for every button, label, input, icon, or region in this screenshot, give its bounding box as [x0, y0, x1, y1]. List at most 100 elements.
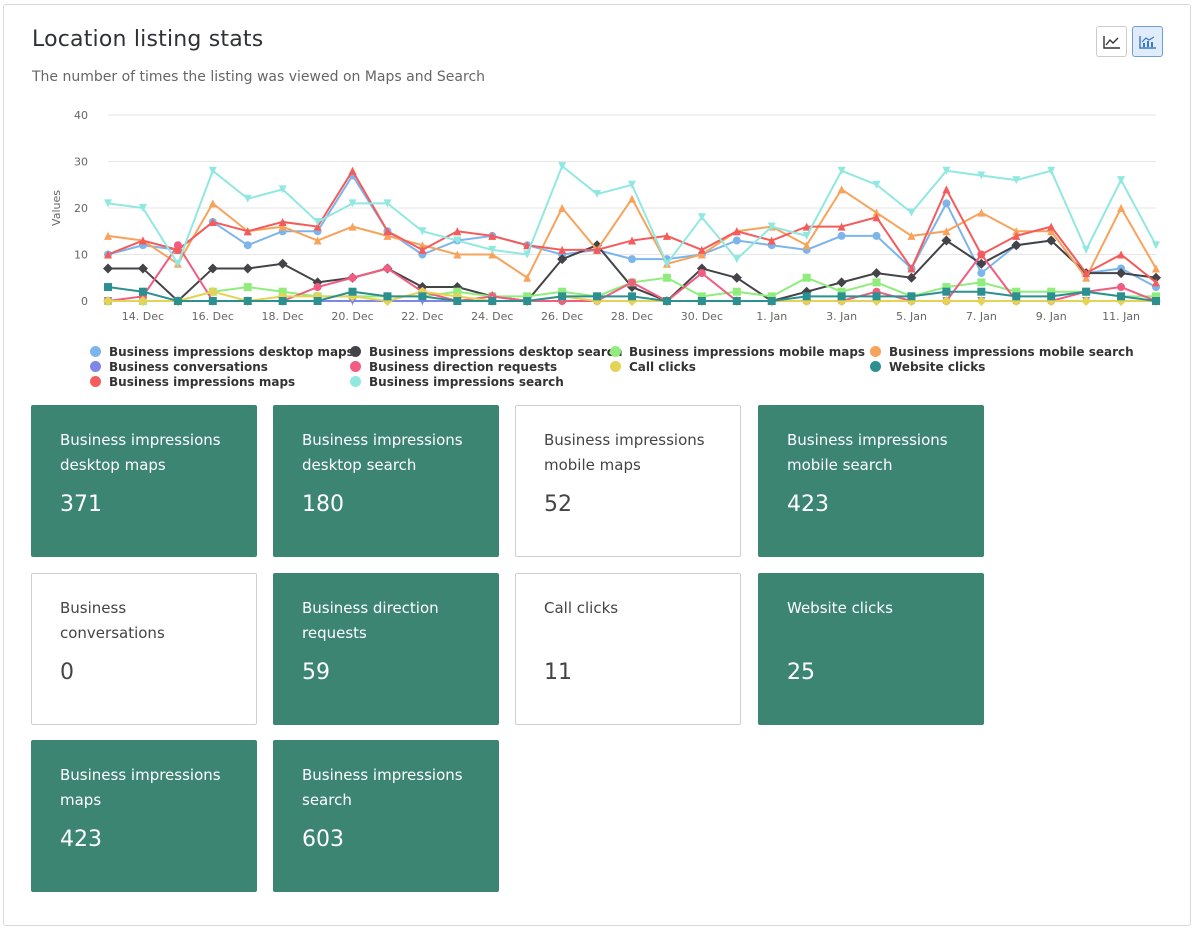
data-point[interactable]: [1047, 166, 1056, 175]
data-point[interactable]: [348, 273, 357, 282]
data-point[interactable]: [243, 283, 252, 292]
data-point[interactable]: [208, 217, 217, 226]
data-point[interactable]: [941, 235, 952, 246]
data-point[interactable]: [208, 166, 217, 175]
data-point[interactable]: [278, 217, 287, 226]
data-point[interactable]: [453, 227, 462, 236]
data-point[interactable]: [1046, 235, 1057, 246]
data-point[interactable]: [1117, 204, 1126, 212]
legend-item[interactable]: Business conversations: [90, 359, 268, 374]
data-point[interactable]: [662, 297, 671, 305]
data-point[interactable]: [837, 166, 846, 175]
data-point[interactable]: [872, 213, 881, 222]
data-point[interactable]: [383, 227, 392, 236]
data-point[interactable]: [767, 297, 776, 305]
data-point[interactable]: [977, 278, 986, 287]
data-point[interactable]: [731, 272, 742, 283]
data-point[interactable]: [313, 222, 322, 231]
data-point[interactable]: [628, 194, 636, 203]
data-point[interactable]: [627, 282, 637, 293]
data-point[interactable]: [837, 292, 846, 301]
data-point[interactable]: [523, 273, 532, 282]
data-point[interactable]: [278, 185, 287, 194]
data-point[interactable]: [942, 227, 951, 236]
data-point[interactable]: [697, 245, 706, 254]
data-point[interactable]: [278, 297, 287, 305]
data-point[interactable]: [1011, 240, 1022, 251]
stat-tile[interactable]: Business impressions mobile maps 52: [515, 405, 741, 557]
data-point[interactable]: [977, 287, 986, 296]
data-point[interactable]: [662, 259, 671, 268]
data-point[interactable]: [593, 292, 602, 301]
data-point[interactable]: [243, 194, 252, 203]
data-point[interactable]: [1117, 283, 1126, 292]
data-point[interactable]: [104, 199, 112, 208]
data-point[interactable]: [1047, 292, 1056, 301]
data-point[interactable]: [1081, 296, 1092, 306]
data-point[interactable]: [872, 278, 881, 287]
data-point[interactable]: [802, 273, 811, 282]
area-chart-button[interactable]: [1132, 26, 1163, 57]
stat-tile[interactable]: Business impressions maps 423: [31, 740, 257, 892]
data-point[interactable]: [1082, 273, 1091, 282]
data-point[interactable]: [732, 236, 741, 245]
data-point[interactable]: [697, 213, 706, 222]
data-point[interactable]: [837, 287, 846, 296]
data-point[interactable]: [837, 185, 846, 194]
data-point[interactable]: [1012, 287, 1021, 296]
stat-tile[interactable]: Business impressions search 603: [273, 740, 499, 892]
data-point[interactable]: [1082, 287, 1091, 296]
data-point[interactable]: [138, 236, 147, 245]
data-point[interactable]: [593, 245, 602, 254]
stat-tile[interactable]: Website clicks 25: [758, 573, 984, 725]
data-point[interactable]: [104, 283, 112, 292]
stat-tile[interactable]: Business direction requests 59: [273, 573, 499, 725]
data-point[interactable]: [418, 292, 427, 301]
data-point[interactable]: [277, 258, 288, 269]
data-point[interactable]: [418, 241, 427, 250]
data-point[interactable]: [977, 250, 986, 259]
stat-tile[interactable]: Call clicks 11: [515, 573, 741, 725]
data-point[interactable]: [907, 264, 916, 273]
data-point[interactable]: [383, 199, 392, 208]
data-point[interactable]: [558, 245, 567, 254]
data-point[interactable]: [418, 227, 427, 236]
data-point[interactable]: [732, 297, 741, 305]
data-point[interactable]: [1082, 245, 1091, 254]
data-point[interactable]: [138, 204, 147, 212]
data-point[interactable]: [1117, 176, 1126, 185]
data-point[interactable]: [173, 297, 182, 305]
data-point[interactable]: [243, 297, 252, 305]
data-point[interactable]: [137, 263, 148, 274]
data-point[interactable]: [1152, 278, 1160, 287]
data-point[interactable]: [767, 236, 776, 245]
data-point[interactable]: [1117, 292, 1126, 301]
line-chart-button[interactable]: [1096, 26, 1127, 57]
data-point[interactable]: [488, 250, 497, 259]
data-point[interactable]: [558, 204, 567, 212]
legend-item[interactable]: Website clicks: [870, 359, 985, 374]
data-point[interactable]: [628, 180, 636, 189]
data-point[interactable]: [453, 297, 462, 305]
data-point[interactable]: [977, 208, 986, 217]
data-point[interactable]: [488, 297, 497, 305]
data-point[interactable]: [242, 263, 253, 274]
stat-tile[interactable]: Business impressions desktop search 180: [273, 405, 499, 557]
data-point[interactable]: [802, 241, 811, 250]
data-point[interactable]: [976, 258, 987, 269]
data-point[interactable]: [696, 263, 707, 274]
data-point[interactable]: [837, 222, 846, 231]
data-point[interactable]: [593, 190, 602, 199]
legend-item[interactable]: Business impressions desktop search: [350, 344, 622, 359]
data-point[interactable]: [1117, 250, 1126, 259]
stat-tile[interactable]: Business impressions mobile search 423: [758, 405, 984, 557]
data-point[interactable]: [942, 199, 951, 208]
data-point[interactable]: [802, 222, 811, 231]
data-point[interactable]: [662, 231, 671, 240]
data-point[interactable]: [907, 231, 916, 240]
data-point[interactable]: [942, 185, 951, 194]
data-point[interactable]: [137, 296, 148, 306]
data-point[interactable]: [942, 166, 951, 175]
legend-item[interactable]: Business impressions search: [350, 374, 564, 389]
data-point[interactable]: [802, 292, 811, 301]
